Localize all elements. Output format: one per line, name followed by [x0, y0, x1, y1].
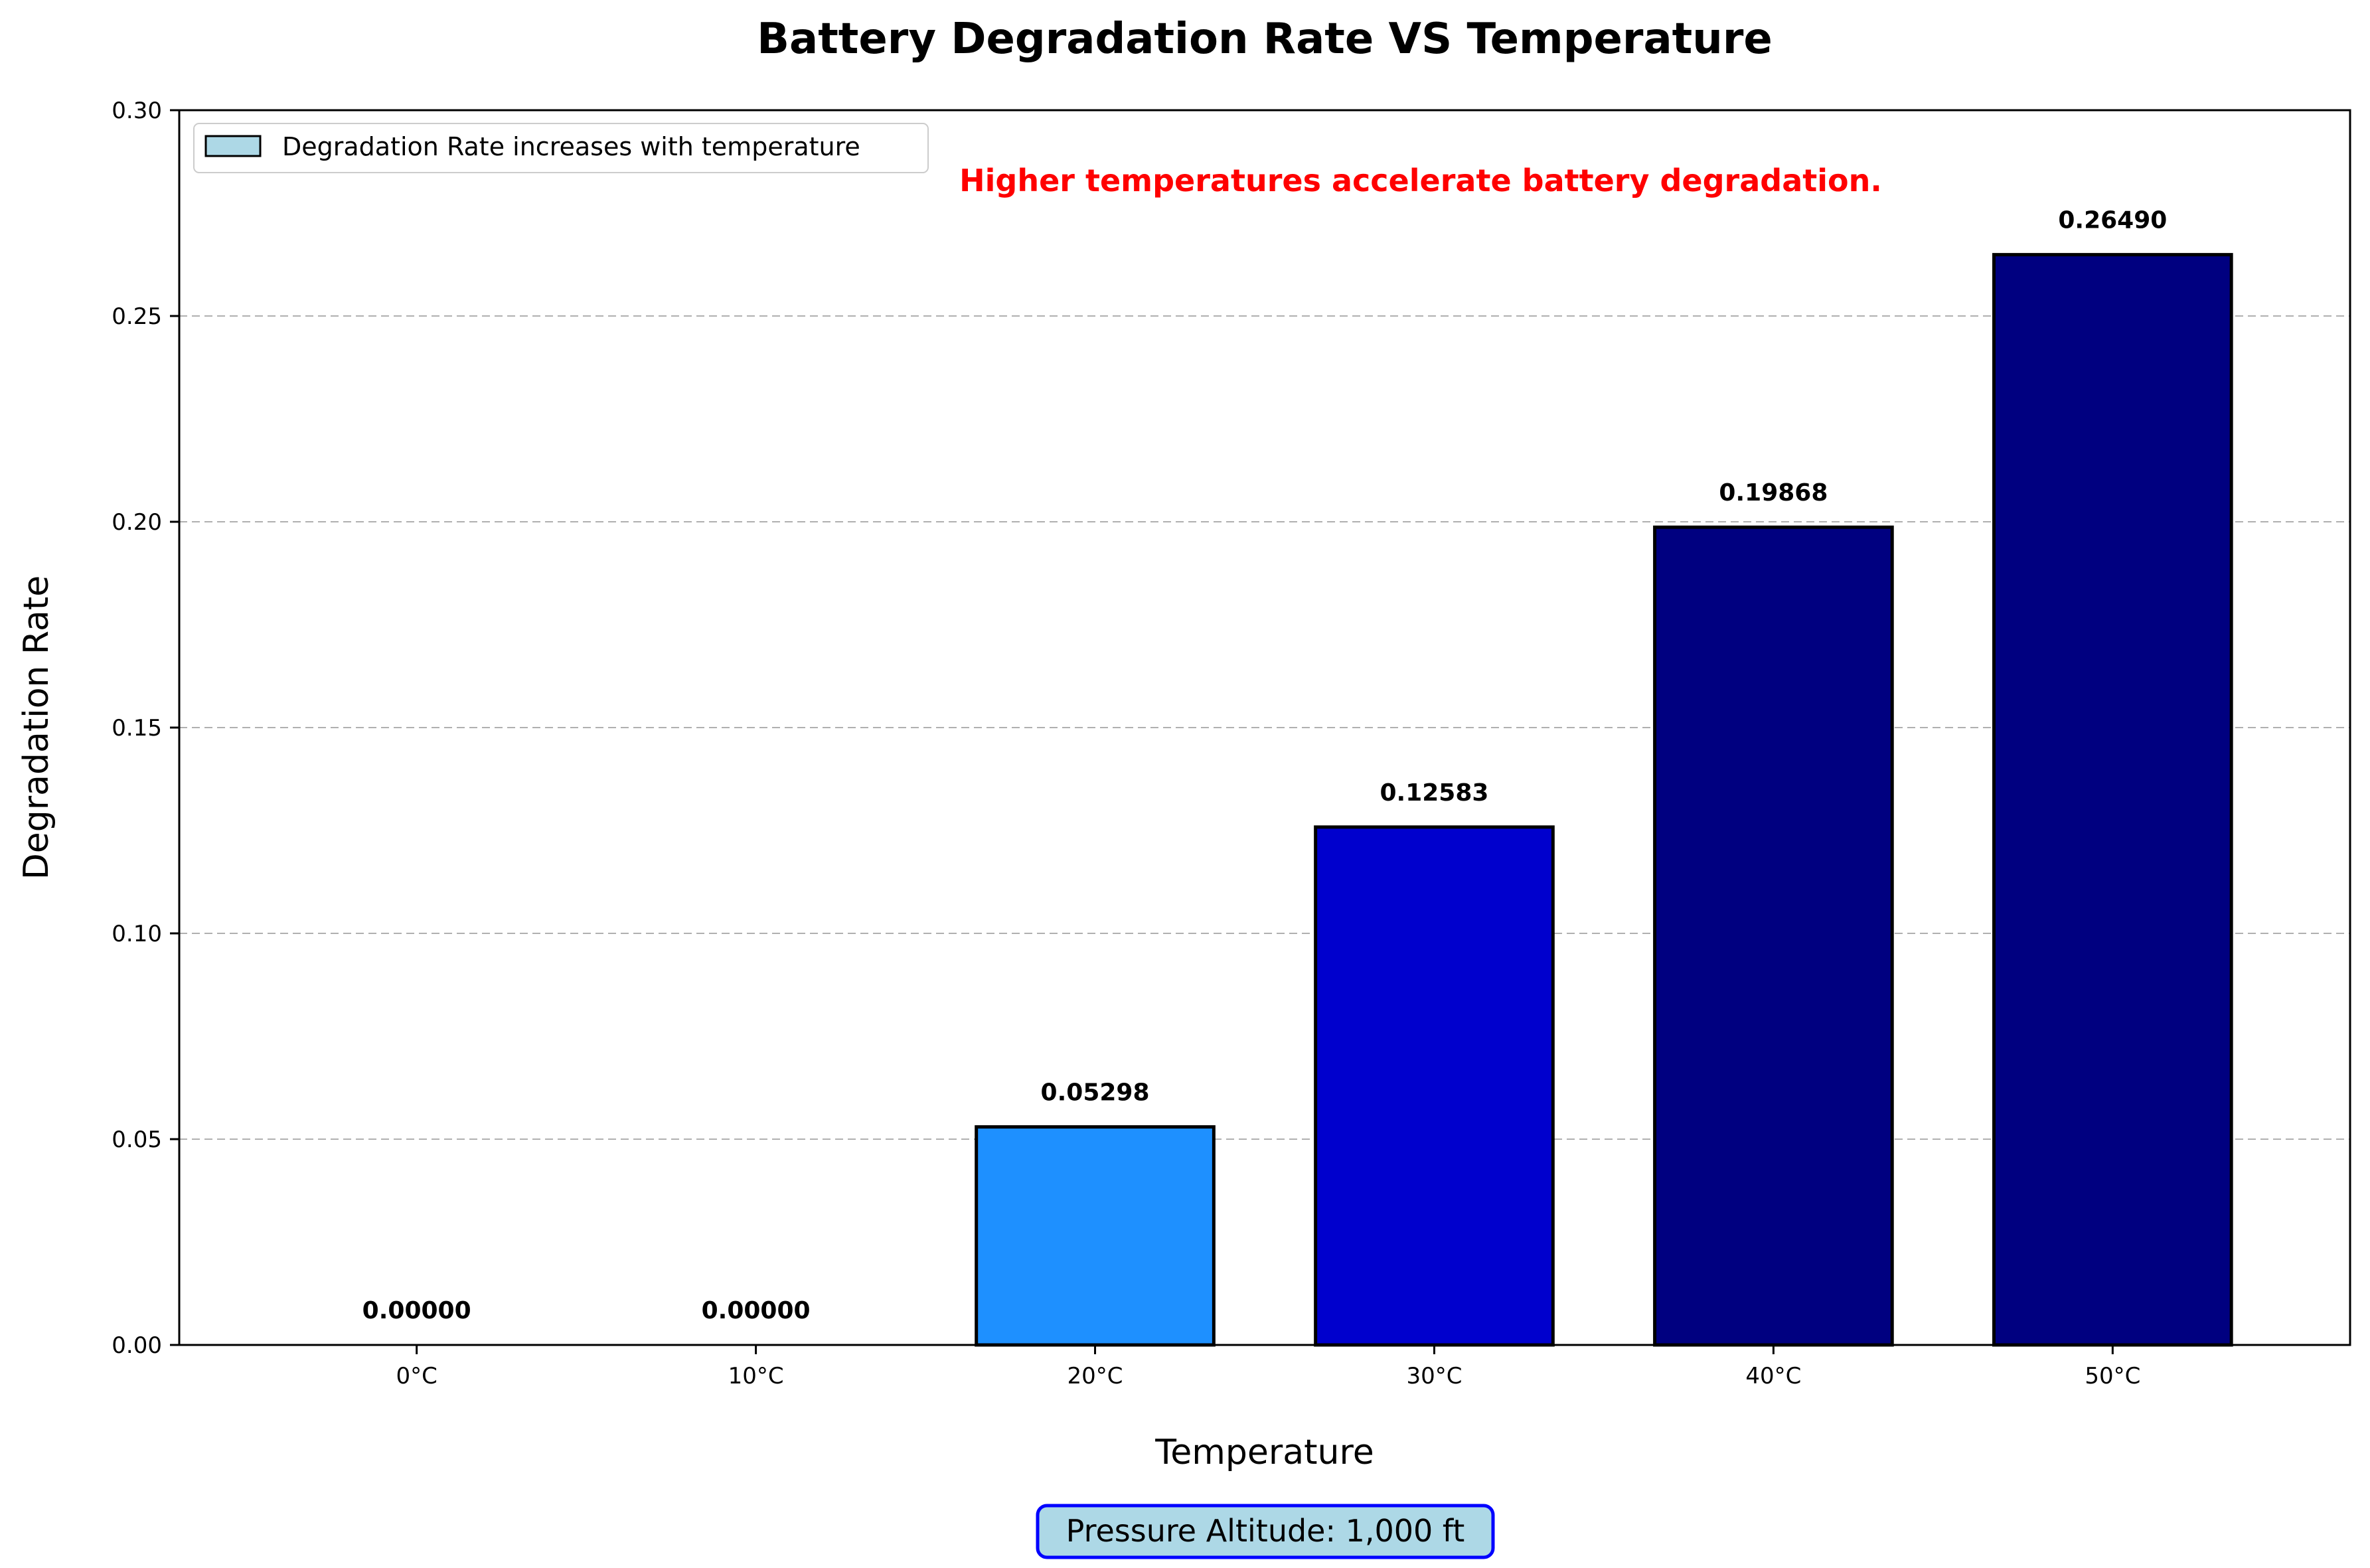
y-tick-label: 0.20 [112, 509, 162, 536]
legend: Degradation Rate increases with temperat… [193, 123, 929, 173]
y-tick-label: 0.05 [112, 1127, 162, 1153]
bar-value-label: 0.05298 [1041, 1079, 1150, 1107]
y-tick-label: 0.00 [112, 1332, 162, 1359]
footer-box: Pressure Altitude: 1,000 ft [1036, 1504, 1495, 1559]
bar [1314, 825, 1555, 1347]
legend-swatch [204, 135, 262, 157]
x-axis-title: Temperature [1154, 1433, 1374, 1472]
x-tick-label: 0°C [396, 1363, 437, 1389]
y-tick-label: 0.25 [112, 303, 162, 330]
y-axis-title: Degradation Rate [17, 576, 56, 880]
x-tick-label: 20°C [1067, 1363, 1123, 1389]
chart-title: Battery Degradation Rate VS Temperature [757, 15, 1773, 64]
x-tick-label: 10°C [728, 1363, 784, 1389]
bar [1653, 525, 1894, 1347]
legend-frame [193, 123, 929, 173]
bar-value-label: 0.12583 [1380, 779, 1488, 807]
footer-text: Pressure Altitude: 1,000 ft [1066, 1513, 1465, 1549]
bar-value-label: 0.19868 [1719, 479, 1828, 507]
y-tick-label: 0.15 [112, 715, 162, 742]
grid-lines [179, 315, 2350, 1140]
bar-value-label: 0.00000 [702, 1297, 811, 1324]
x-tick-label: 30°C [1406, 1363, 1462, 1389]
bar [1992, 253, 2233, 1347]
bars [975, 253, 2233, 1347]
y-tick-label: 0.30 [112, 98, 162, 124]
footer-box-background [1036, 1504, 1495, 1559]
bar-value-label: 0.00000 [362, 1297, 471, 1324]
bar [975, 1125, 1216, 1347]
y-tick-label: 0.10 [112, 921, 162, 947]
bar-value-labels: 0.00000 0.00000 0.05298 0.12583 0.19868 0.264… [362, 207, 2168, 1324]
x-tick-label: 40°C [1745, 1363, 1801, 1389]
x-tick-label: 50°C [2085, 1363, 2140, 1389]
axis-ticks: 0.00 0.05 0.10 0.15 0.20 0.25 0.30 0°C 10°C 20°C 3… [112, 98, 2140, 1389]
annotation-text: Higher temperatures accelerate battery d… [959, 163, 1882, 198]
legend-entry-label: Degradation Rate increases with temperat… [282, 132, 860, 161]
bar-value-label: 0.26490 [2058, 207, 2167, 234]
